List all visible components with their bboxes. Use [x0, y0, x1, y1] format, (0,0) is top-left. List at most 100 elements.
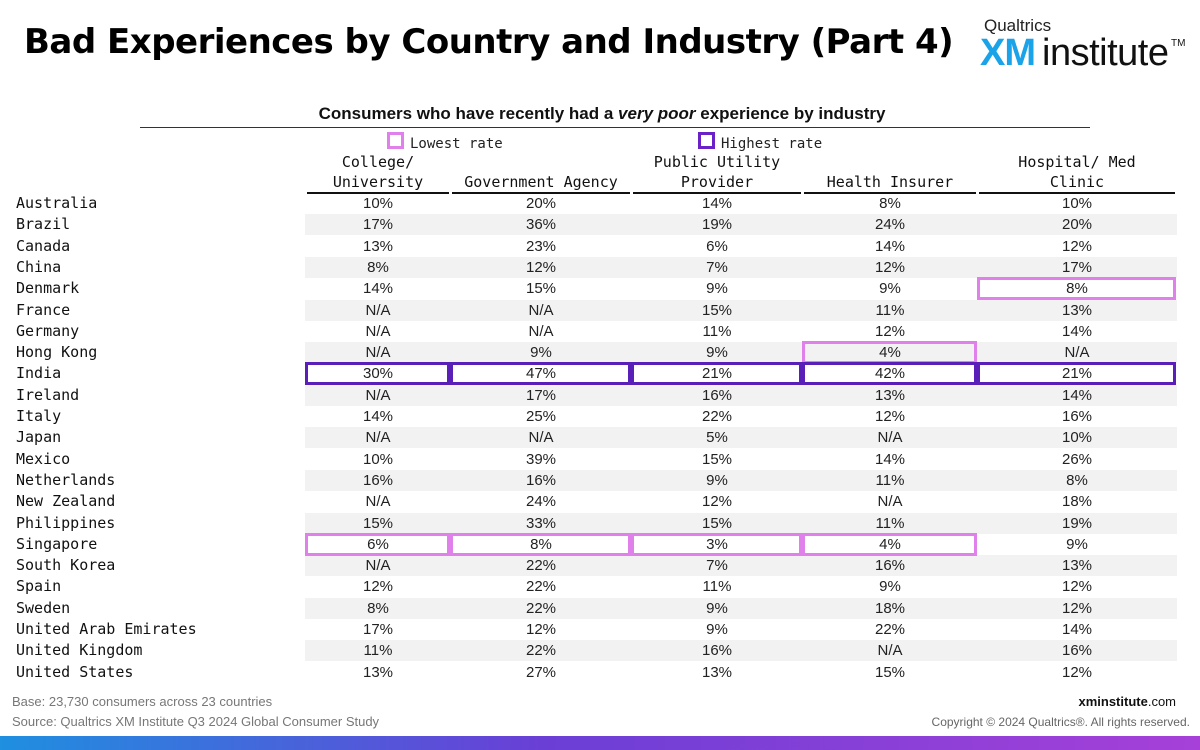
table-cell: 14%: [1061, 386, 1093, 404]
country-label: Singapore: [16, 534, 98, 553]
table-cell: 24%: [874, 216, 906, 234]
subtitle-divider: [140, 127, 1090, 128]
table-cell: 16%: [1061, 408, 1093, 425]
table-cell: 13%: [362, 237, 394, 255]
table-cell: 12%: [701, 493, 733, 511]
column-header: Government Agency: [464, 173, 618, 191]
row-band: [305, 555, 1177, 577]
subtitle-post: experience by industry: [695, 104, 886, 123]
footnote-source: Source: Qualtrics XM Institute Q3 2024 G…: [12, 714, 380, 729]
logo-institute-text: institute: [1042, 32, 1169, 74]
country-label: United Arab Emirates: [16, 620, 197, 638]
table-cell: 33%: [525, 514, 557, 532]
country-label: Mexico: [16, 449, 71, 468]
table-cell: 25%: [525, 408, 557, 425]
table-cell: 14%: [1061, 322, 1093, 340]
country-label: India: [16, 364, 62, 383]
row-band: [305, 342, 1177, 364]
table-cell: N/A: [365, 386, 391, 404]
table-cell: 14%: [1061, 621, 1093, 638]
xm-institute-logo: Qualtrics XM institute TM: [980, 16, 1185, 76]
table-cell: 3%: [706, 535, 728, 553]
row-band: [305, 469, 1177, 491]
table-cell: 30%: [362, 365, 394, 383]
table-cell: 12%: [1061, 663, 1093, 681]
country-label: Ireland: [16, 385, 80, 404]
site-link-rest: .com: [1147, 694, 1176, 709]
table-cell: 11%: [875, 514, 905, 532]
table-cell: 9%: [706, 599, 728, 617]
table-cell: 11%: [875, 471, 905, 489]
country-label: Spain: [16, 577, 62, 596]
table-cell: 10%: [1061, 429, 1093, 447]
table-cell: 14%: [874, 237, 906, 255]
site-link[interactable]: xminstitute.com: [1078, 694, 1176, 709]
country-label: United Kingdom: [16, 641, 143, 660]
country-label: France: [16, 300, 71, 319]
table-cell: 15%: [701, 301, 733, 319]
table-cell: 10%: [362, 450, 394, 468]
table-cell: 26%: [1061, 450, 1093, 468]
column-header: College/ University: [332, 153, 424, 191]
table-cell: 21%: [701, 365, 733, 383]
table-cell: 14%: [362, 408, 394, 425]
table-cell: 16%: [874, 557, 906, 575]
table-cell: 10%: [1061, 195, 1093, 212]
table-cell: 13%: [362, 663, 394, 681]
table-cell: 9%: [879, 578, 901, 596]
chart-subtitle: Consumers who have recently had a very p…: [140, 104, 1064, 124]
table-cell: 15%: [525, 280, 557, 298]
table-cell: 22%: [874, 621, 906, 638]
table-cell: 6%: [706, 237, 728, 255]
table-cell: 27%: [525, 663, 557, 681]
table-cell: 4%: [879, 344, 901, 362]
column-header: Health Insurer: [826, 173, 954, 191]
table-cell: N/A: [365, 557, 391, 575]
legend-highest-swatch: [698, 132, 715, 149]
country-label: South Korea: [16, 556, 116, 575]
table-cell: N/A: [877, 642, 903, 660]
table-cell: 12%: [525, 621, 557, 638]
table-cell: 22%: [701, 408, 733, 425]
country-label: New Zealand: [16, 492, 116, 511]
subtitle-emphasis: very poor: [618, 104, 696, 123]
table-cell: 11%: [363, 642, 393, 660]
table-cell: 16%: [525, 471, 557, 489]
table-cell: 21%: [1061, 365, 1093, 383]
table-cell: 15%: [701, 450, 733, 468]
table-cell: 12%: [525, 258, 557, 276]
table-cell: 9%: [706, 280, 728, 298]
country-label: Australia: [16, 194, 98, 212]
table-cell: 19%: [1061, 514, 1093, 532]
table-cell: 11%: [702, 578, 732, 596]
country-label: Philippines: [16, 513, 116, 532]
table-cell: 15%: [362, 514, 394, 532]
table-cell: 20%: [525, 195, 557, 212]
table-cell: 13%: [874, 386, 906, 404]
table-cell: N/A: [365, 301, 391, 319]
logo-xm-text: XM: [980, 32, 1036, 74]
table-cell: N/A: [877, 429, 903, 447]
country-label: Germany: [16, 321, 80, 340]
column-header: Hospital/ Med Clinic: [1018, 153, 1136, 191]
table-cell: 20%: [1061, 216, 1093, 234]
page-title: Bad Experiences by Country and Industry …: [24, 22, 954, 62]
table-cell: 12%: [874, 408, 906, 425]
footnote-base: Base: 23,730 consumers across 23 countri…: [12, 694, 273, 709]
column-header-rule: [979, 192, 1175, 194]
country-label: Canada: [16, 236, 71, 255]
column-header-rule: [804, 192, 976, 194]
table-cell: 16%: [1061, 642, 1093, 660]
table-cell: 15%: [701, 514, 733, 532]
table-cell: 9%: [879, 280, 901, 298]
copyright-text: Copyright © 2024 Qualtrics®. All rights …: [931, 715, 1190, 729]
table-cell: 15%: [874, 663, 906, 681]
table-cell: 14%: [874, 450, 906, 468]
table-cell: 12%: [362, 578, 394, 596]
table-cell: 24%: [525, 493, 557, 511]
table-cell: 39%: [525, 450, 557, 468]
logo-tm-text: TM: [1171, 38, 1186, 49]
table-cell: 12%: [1061, 599, 1093, 617]
table-cell: 12%: [1061, 578, 1093, 596]
table-cell: 9%: [1066, 535, 1088, 553]
